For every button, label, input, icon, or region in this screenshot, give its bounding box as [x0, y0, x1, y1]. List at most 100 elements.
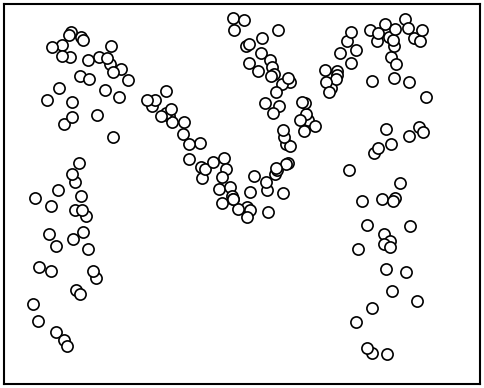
Point: [30, 301, 37, 307]
Point: [273, 167, 281, 173]
Point: [275, 103, 283, 109]
Point: [95, 54, 103, 60]
Point: [84, 246, 91, 252]
Point: [354, 246, 362, 252]
Point: [267, 73, 274, 79]
Point: [263, 187, 271, 193]
Point: [222, 166, 230, 172]
Point: [422, 94, 429, 100]
Point: [380, 241, 388, 247]
Point: [58, 53, 66, 59]
Point: [60, 337, 68, 343]
Point: [272, 170, 279, 177]
Point: [321, 67, 329, 73]
Point: [197, 140, 204, 146]
Point: [246, 207, 254, 213]
Point: [333, 72, 340, 78]
Point: [257, 50, 265, 57]
Point: [284, 74, 291, 81]
Point: [250, 173, 258, 179]
Point: [197, 163, 205, 170]
Point: [262, 179, 270, 185]
Point: [388, 288, 396, 294]
Point: [65, 31, 73, 38]
Point: [47, 268, 55, 274]
Point: [109, 69, 117, 75]
Point: [48, 44, 56, 50]
Point: [325, 89, 333, 95]
Point: [68, 99, 76, 105]
Point: [386, 243, 394, 249]
Point: [366, 27, 374, 33]
Point: [333, 68, 340, 74]
Point: [241, 17, 248, 23]
Point: [245, 41, 253, 47]
Point: [322, 79, 330, 85]
Point: [243, 214, 251, 220]
Point: [332, 76, 340, 82]
Point: [242, 43, 250, 49]
Point: [390, 75, 398, 81]
Point: [406, 223, 413, 230]
Point: [391, 195, 399, 201]
Point: [70, 236, 77, 242]
Point: [72, 207, 79, 213]
Point: [380, 231, 388, 237]
Point: [345, 166, 353, 173]
Point: [162, 110, 170, 116]
Point: [405, 133, 413, 139]
Point: [201, 166, 209, 172]
Point: [218, 174, 226, 180]
Point: [282, 161, 289, 168]
Point: [392, 25, 399, 31]
Point: [254, 68, 262, 74]
Point: [45, 231, 53, 237]
Point: [76, 73, 84, 79]
Point: [369, 350, 377, 356]
Point: [47, 203, 55, 209]
Point: [215, 186, 223, 192]
Point: [274, 27, 282, 33]
Point: [352, 319, 360, 325]
Point: [148, 102, 156, 109]
Point: [282, 140, 290, 147]
Point: [243, 209, 251, 215]
Point: [115, 94, 123, 100]
Point: [103, 55, 111, 61]
Point: [79, 229, 87, 235]
Point: [387, 54, 394, 60]
Point: [268, 64, 276, 71]
Point: [107, 43, 115, 50]
Point: [286, 143, 294, 149]
Point: [401, 16, 409, 23]
Point: [389, 198, 396, 204]
Point: [226, 184, 234, 190]
Point: [352, 47, 360, 53]
Point: [243, 204, 251, 210]
Point: [269, 110, 277, 116]
Point: [77, 34, 85, 40]
Point: [390, 43, 398, 49]
Point: [343, 38, 350, 44]
Point: [31, 195, 39, 201]
Point: [79, 37, 87, 43]
Point: [415, 124, 423, 130]
Point: [58, 42, 65, 48]
Point: [279, 127, 287, 133]
Point: [381, 21, 389, 27]
Point: [76, 291, 84, 297]
Point: [158, 113, 166, 119]
Point: [405, 78, 413, 85]
Point: [393, 61, 400, 67]
Point: [185, 141, 193, 147]
Point: [261, 99, 269, 106]
Point: [230, 27, 238, 33]
Point: [143, 97, 151, 103]
Point: [34, 318, 42, 324]
Point: [279, 190, 287, 196]
Point: [106, 61, 114, 68]
Point: [72, 287, 80, 293]
Point: [67, 29, 75, 35]
Point: [72, 179, 79, 185]
Point: [118, 66, 125, 73]
